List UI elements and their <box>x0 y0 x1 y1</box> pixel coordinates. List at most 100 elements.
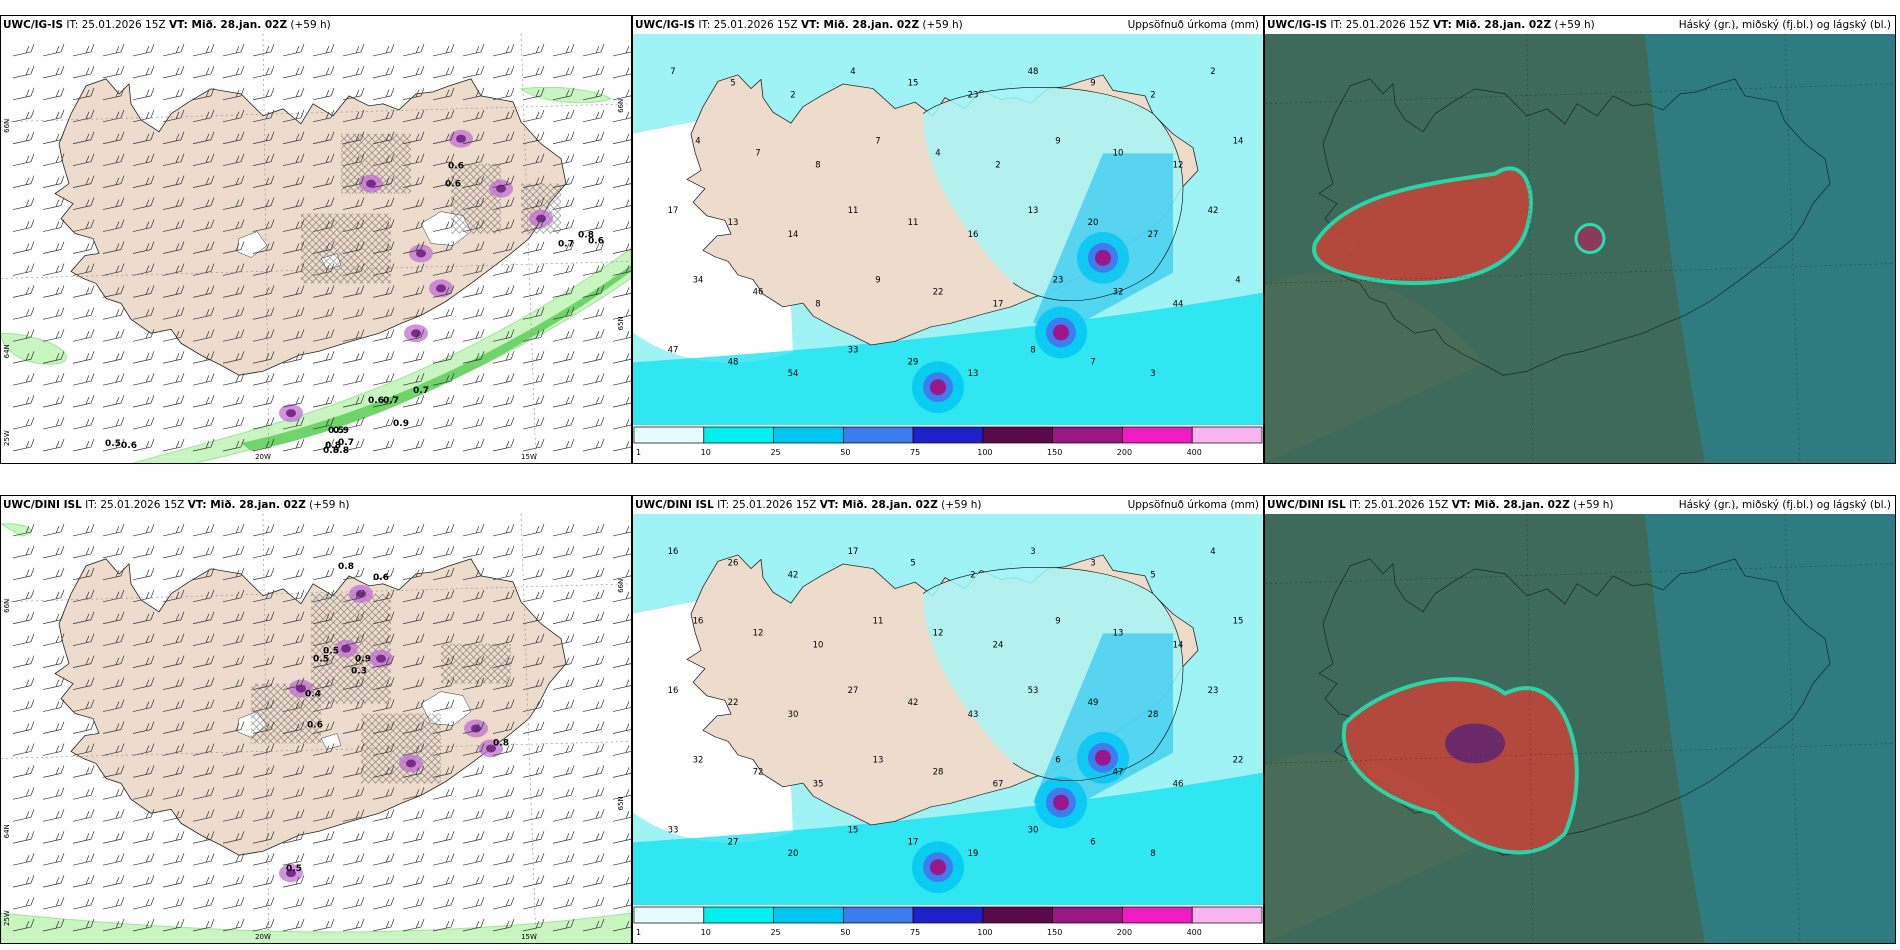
wind-barb <box>222 545 245 559</box>
wind-barb <box>402 219 425 232</box>
precip-value: 15 <box>1233 615 1244 625</box>
wind-barb <box>192 351 215 364</box>
wind-barb <box>42 87 65 101</box>
wind-barb <box>132 545 155 559</box>
precip-value: 12 <box>753 627 764 637</box>
wind-barb <box>342 131 365 145</box>
valid-time: VT: Mið. 28.jan. 02Z <box>187 499 306 511</box>
wind-barb <box>522 219 545 232</box>
wind-barb <box>42 677 65 690</box>
wind-barb <box>402 416 425 430</box>
wind-barb <box>582 307 605 320</box>
wind-barb <box>582 545 605 559</box>
precip-value: 35 <box>813 779 824 789</box>
wind-map[interactable]: 66N 64N 66N 65N 25W 20W 15W 0.5 0.6 0.7 0.8 0.9 0.6 0… <box>1 34 631 463</box>
wind-barb <box>342 175 365 188</box>
wind-barb <box>342 567 365 581</box>
precip-map[interactable]: 16 26 42 17 5 2 3 3 5 4 16 12 10 11 12 24 9 13 14 15 16 22 30 2… <box>633 514 1263 905</box>
precip-value: 32 <box>693 755 704 765</box>
wind-barb <box>492 219 515 232</box>
wind-barb <box>612 591 631 603</box>
cloud-map[interactable] <box>1265 34 1895 463</box>
lon-line <box>1526 514 1534 943</box>
wind-barb <box>432 65 455 79</box>
wind-barb <box>342 875 365 888</box>
wind-barb <box>552 329 575 342</box>
wind-barb <box>222 373 245 386</box>
wind-barb <box>192 853 215 866</box>
precip-blob-core <box>341 644 351 653</box>
wind-barb <box>222 809 245 822</box>
wind-barb <box>372 307 395 320</box>
colorbar-tick: 100 <box>977 928 992 937</box>
wind-barb <box>192 918 215 932</box>
contour-line <box>922 87 1184 301</box>
wind-barb <box>102 896 125 910</box>
precip-map[interactable]: 7 5 2 4 15 23 48 9 2 2 4 7 8 7 4 2 9 10 12 14 17 13 14 11 11 16 13… <box>633 34 1263 425</box>
precip-value: 16 <box>668 685 679 695</box>
wind-barb <box>312 373 335 386</box>
wind-barb <box>492 699 515 712</box>
wind-value: 0.8 <box>578 231 594 241</box>
colorbar-segment <box>912 906 984 924</box>
wind-barb <box>612 745 631 756</box>
panel-header: UWC/IG-IS IT: 25.01.2026 15Z VT: Mið. 28… <box>1265 16 1895 34</box>
wind-barb <box>72 677 95 690</box>
cloud-map[interactable] <box>1265 514 1895 943</box>
wind-map[interactable]: 66N 64N 66N 65N 25W 20W 15W 0.8 0.6 0.5 0.3 0.4 0.5 0… <box>1 514 631 943</box>
wind-value: 0.8 <box>323 446 339 456</box>
wind-barb <box>282 523 305 537</box>
wind-barb <box>522 809 545 822</box>
wind-barb <box>222 263 245 276</box>
wind-barb <box>162 307 185 320</box>
precip-core-inner <box>930 859 946 876</box>
wind-barb <box>222 831 245 844</box>
wind-barb <box>252 896 275 910</box>
wind-barb <box>72 175 95 188</box>
wind-barb <box>582 787 605 800</box>
wind-barb <box>522 589 545 603</box>
wind-barb <box>192 545 215 559</box>
wind-barb <box>492 43 515 57</box>
wind-barb <box>522 263 545 276</box>
wind-barb <box>252 87 275 101</box>
wind-barb <box>372 329 395 342</box>
wind-barb <box>402 43 425 57</box>
wind-barbs <box>12 43 631 452</box>
wind-barb <box>462 438 485 452</box>
wind-value: 0.9 <box>393 419 409 429</box>
wind-barb <box>432 918 455 932</box>
wind-barb <box>72 395 95 408</box>
wind-barb <box>552 918 575 932</box>
precip-value: 3 <box>1030 546 1035 556</box>
wind-barb <box>72 699 95 712</box>
precip-value: 20 <box>1088 217 1099 227</box>
colorbar-tick: 50 <box>840 928 850 937</box>
wind-barb <box>492 677 515 690</box>
lat-label-64n: 64N <box>3 344 11 358</box>
wind-barb <box>12 373 35 386</box>
wind-barb <box>582 721 605 734</box>
wind-barb <box>12 197 35 210</box>
wind-barb <box>162 765 185 778</box>
mid-cloud-area <box>1265 273 1485 463</box>
wind-barb <box>582 263 605 276</box>
wind-barb <box>522 175 545 188</box>
wind-barb <box>102 853 125 866</box>
wind-barb <box>462 153 485 167</box>
wind-barb <box>312 787 335 800</box>
wind-barb <box>42 633 65 647</box>
wind-barb <box>102 373 125 386</box>
wind-barb <box>162 831 185 844</box>
wind-barb <box>432 677 455 690</box>
wind-value: 0.6 <box>368 396 384 406</box>
wind-barb <box>552 307 575 320</box>
wind-barb <box>192 131 215 145</box>
wind-barb <box>12 175 35 188</box>
wind-barb <box>222 219 245 232</box>
wind-barb <box>612 723 631 734</box>
precip-value: 11 <box>848 205 859 215</box>
wind-barb <box>582 699 605 712</box>
lat-line <box>1 741 631 759</box>
wind-barb <box>552 677 575 690</box>
